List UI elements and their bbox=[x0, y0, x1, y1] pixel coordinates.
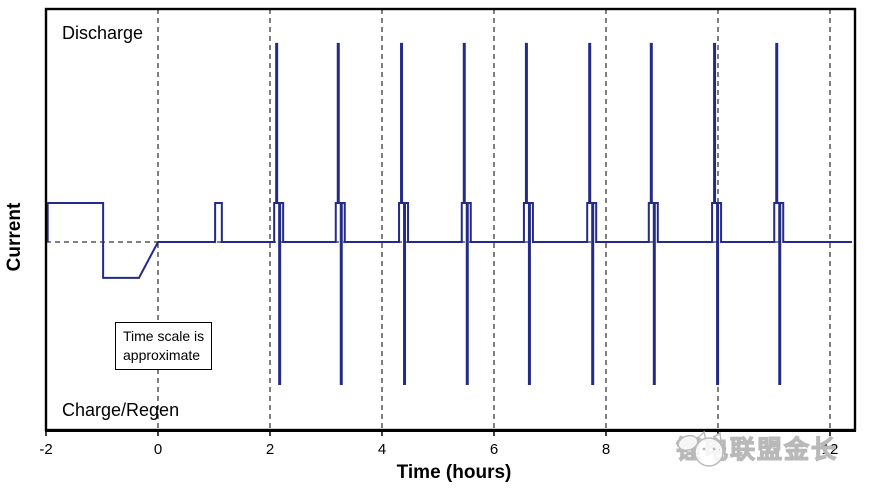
x-tick-label: 12 bbox=[821, 441, 839, 458]
x-tick-label: 4 bbox=[377, 441, 387, 458]
x-tick-label: 2 bbox=[265, 441, 275, 458]
x-tick-label: 6 bbox=[489, 441, 499, 458]
x-tick-label: -2 bbox=[39, 441, 53, 458]
time-scale-annotation: Time scale is approximate bbox=[115, 322, 213, 370]
charge-regen-region-label: Charge/Regen bbox=[62, 400, 180, 420]
x-tick-label: 0 bbox=[153, 441, 163, 458]
x-tick-label: 8 bbox=[601, 441, 611, 458]
x-tick-label: 10 bbox=[709, 441, 727, 458]
current-waveform bbox=[46, 42, 852, 385]
x-axis-title: Time (hours) bbox=[396, 462, 512, 483]
y-axis-title: Current bbox=[4, 202, 25, 272]
discharge-region-label: Discharge bbox=[62, 23, 144, 43]
